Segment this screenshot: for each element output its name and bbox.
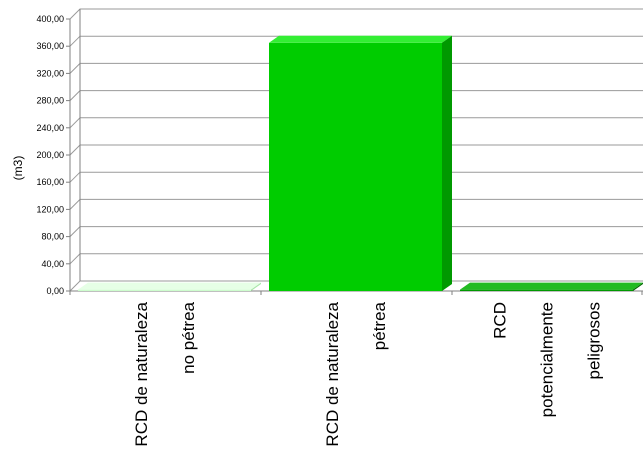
y-axis-label: (m3) (11, 156, 25, 181)
y-tick-label: 280,00 (36, 96, 64, 106)
y-tick-label: 400,00 (36, 14, 64, 24)
y-tick-label: 0,00 (46, 286, 64, 296)
x-category-labels: RCD de naturaleza no pétrea RCD de natural… (132, 301, 604, 446)
y-tick-label: 360,00 (36, 41, 64, 51)
bar-side (633, 282, 643, 291)
bar (78, 289, 251, 291)
bar-layer (78, 35, 643, 291)
gridline (69, 8, 643, 20)
bar-side (251, 282, 261, 291)
y-tick-label: 240,00 (36, 123, 64, 133)
bar (460, 289, 633, 291)
y-tick-label: 120,00 (36, 204, 64, 214)
category-label: peligrosos (585, 302, 604, 380)
category-label: pétrea (370, 301, 389, 350)
y-tick-label: 40,00 (41, 259, 64, 269)
y-tick-labels: 0,00 40,00 80,00 120,00 160,00 200,00 240,00 28… (36, 14, 64, 296)
bar-side (442, 35, 452, 291)
bar-top (460, 282, 643, 290)
y-tick-label: 160,00 (36, 177, 64, 187)
bar-top (78, 282, 261, 290)
bar-top (269, 35, 452, 43)
category-label: potencialmente (538, 302, 557, 417)
y-tick-label: 320,00 (36, 68, 64, 78)
bar (269, 42, 442, 291)
y-tick-label: 200,00 (36, 150, 64, 160)
category-label: RCD de naturaleza (323, 301, 342, 446)
category-label: RCD de naturaleza (132, 301, 151, 446)
y-tick-label: 80,00 (41, 232, 64, 242)
category-label: no pétrea (179, 301, 198, 373)
category-label: RCD (491, 302, 510, 339)
